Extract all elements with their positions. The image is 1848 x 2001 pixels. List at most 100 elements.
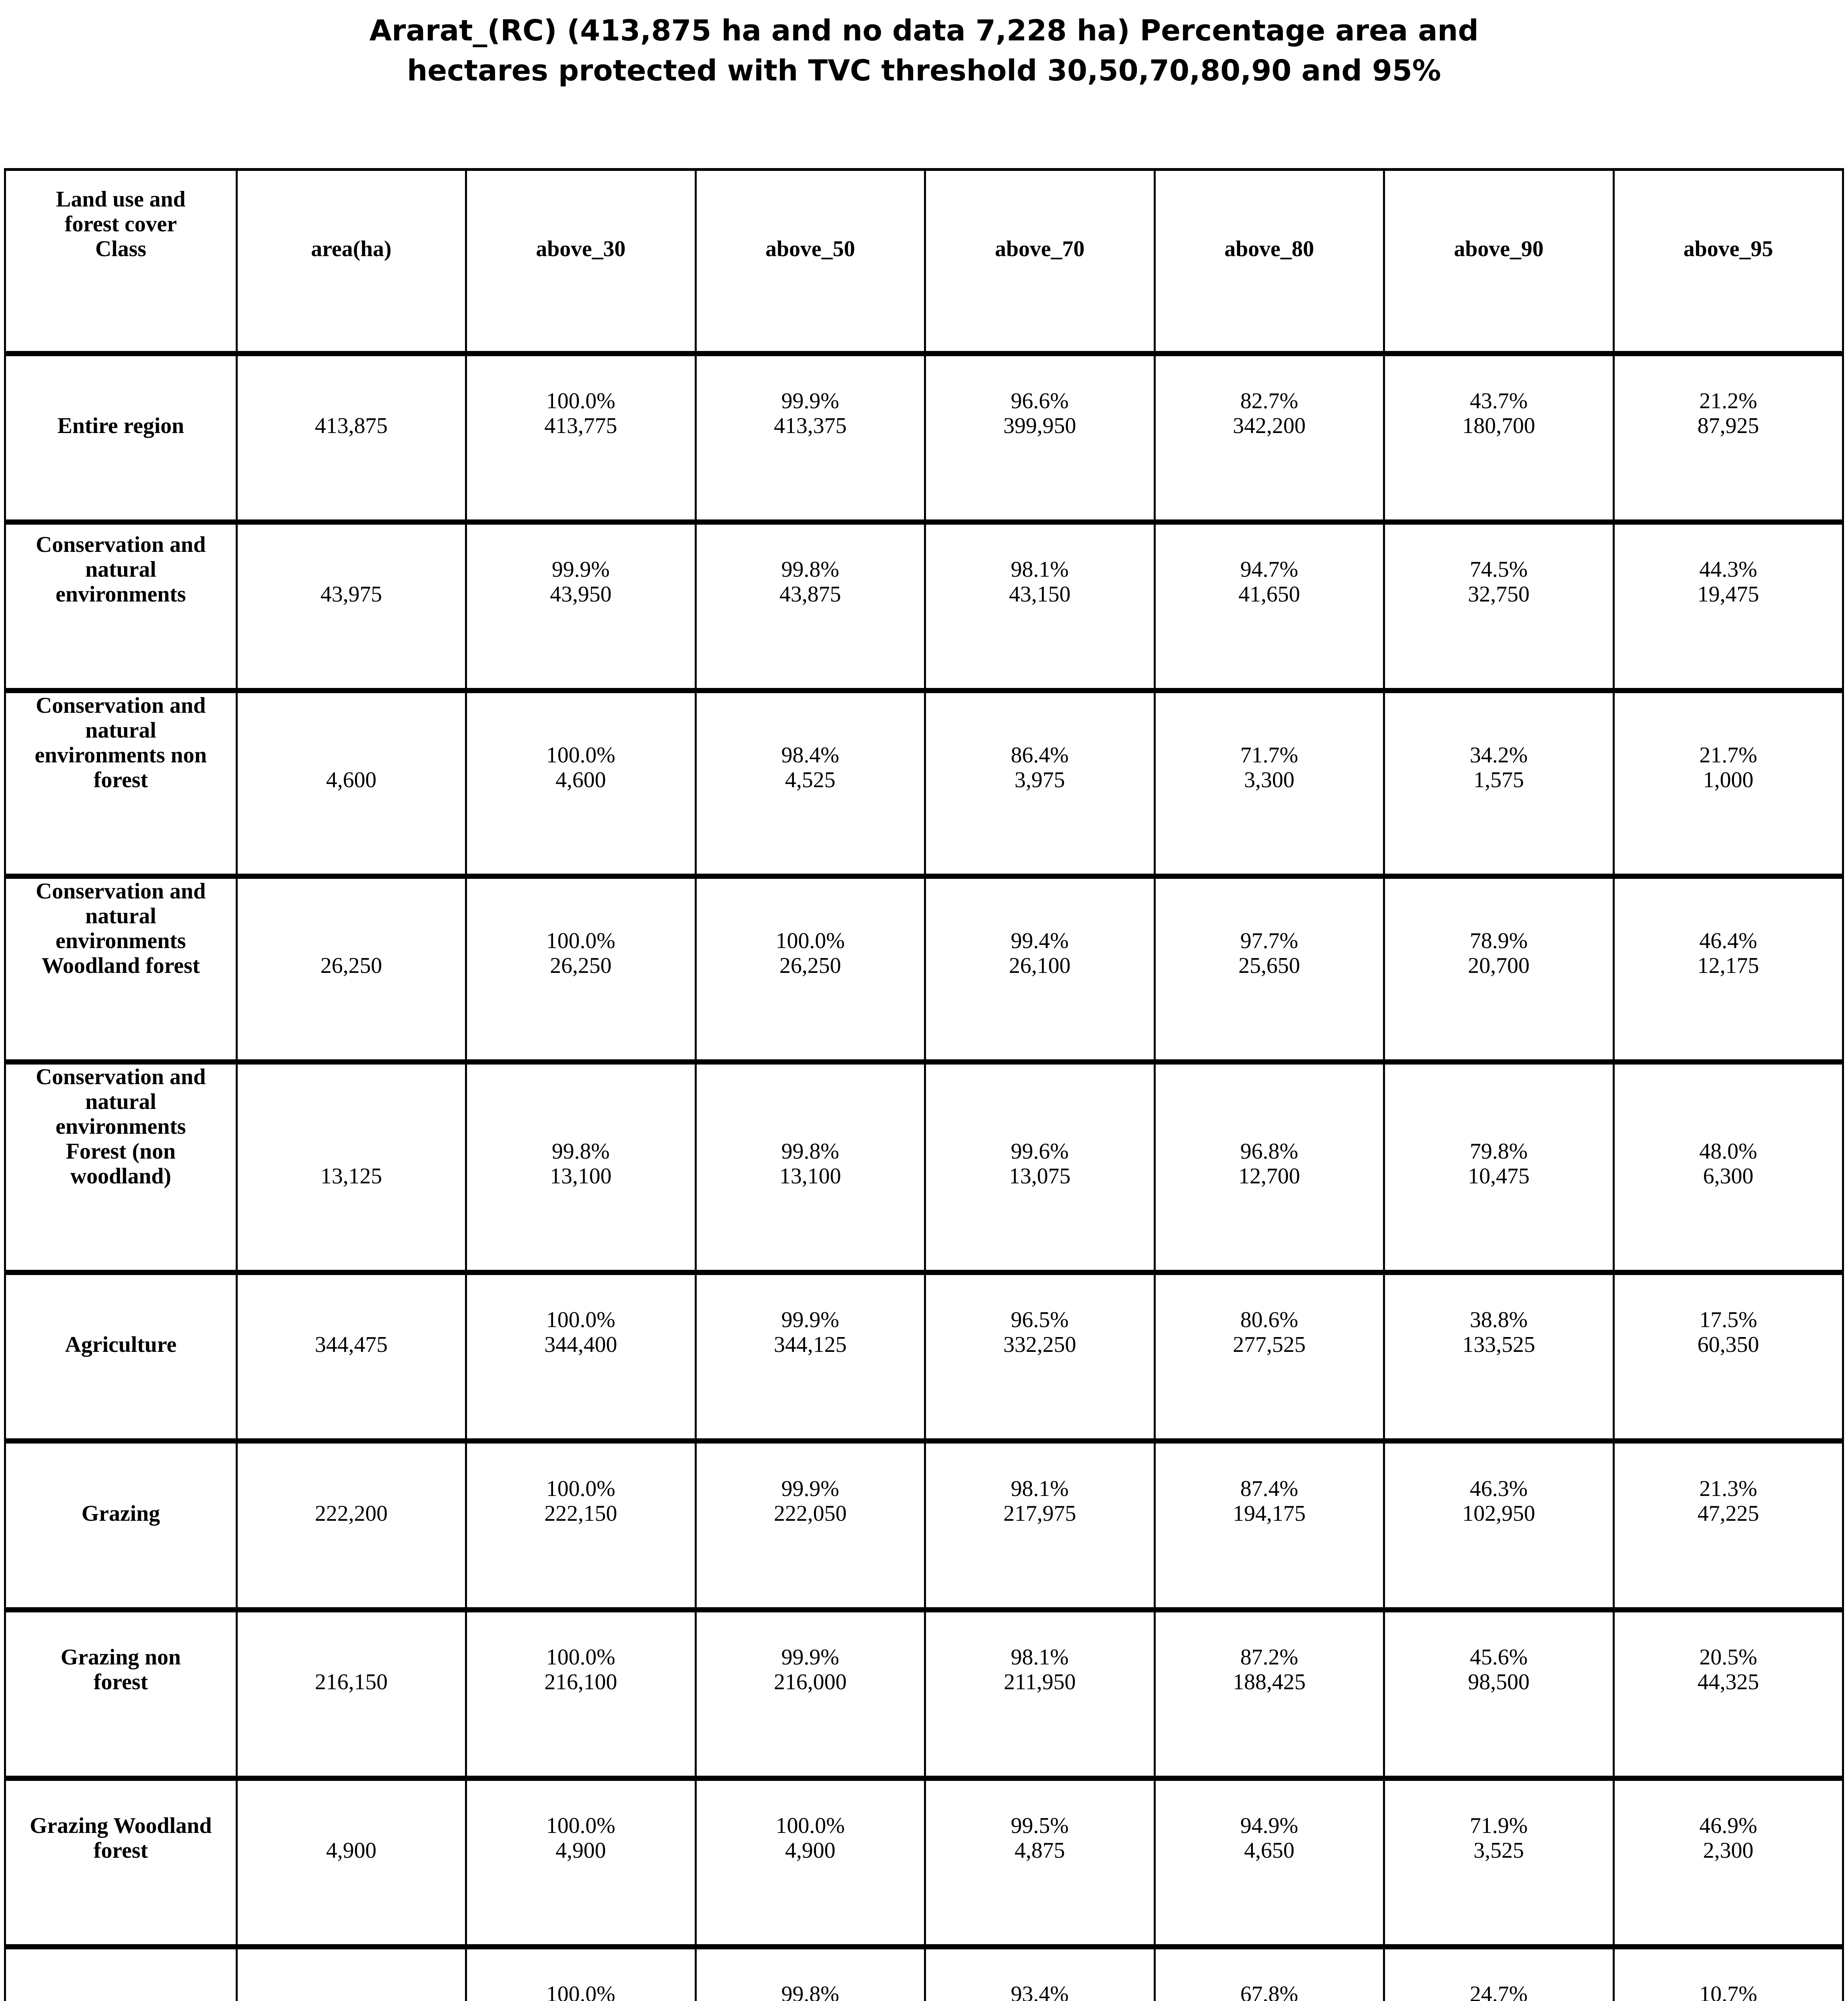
hectares-value: 133,525 (1462, 1332, 1535, 1357)
row-label-line-0: Conservation and (36, 693, 206, 718)
hectares-value: 32,750 (1468, 582, 1530, 607)
percent-value: 43.7% (1469, 389, 1528, 414)
header-label: above_80 (1224, 237, 1314, 261)
data-cell: 86.4% 3,975 (924, 688, 1154, 874)
percent-value: 96.5% (1010, 1307, 1069, 1333)
percent-value: 98.1% (1010, 557, 1069, 582)
percent-value: 100.0% (546, 743, 615, 768)
data-cell: 98.4% 4,525 (694, 688, 924, 874)
percent-value: 87.2% (1240, 1644, 1299, 1670)
percent-value: 99.9% (781, 1307, 840, 1333)
percent-value: 100.0% (546, 389, 615, 414)
header-cell-above_95: above_95 (1612, 171, 1842, 351)
data-cell: 43.7% 180,700 (1383, 351, 1613, 520)
data-cell: 100.0% 413,775 (465, 351, 695, 520)
data-cell: 99.8%120,750 (694, 1944, 924, 2001)
header-class-line-1: forest cover (64, 212, 177, 237)
percent-value: 94.7% (1240, 557, 1299, 582)
data-cell: 99.6% 13,075 (924, 1059, 1154, 1270)
percent-value: 24.7% (1469, 1981, 1528, 2001)
percent-value: 98.4% (781, 743, 840, 768)
data-cell: 100.0% 216,100 (465, 1607, 695, 1776)
header-label: above_90 (1454, 237, 1544, 261)
row-label-cell: Conservation and natural environments Woodl… (6, 874, 236, 1059)
data-cell: 21.2% 87,925 (1612, 351, 1842, 520)
hectares-value: 4,900 (785, 1838, 836, 1863)
hectares-value: 216,000 (774, 1669, 847, 1694)
percent-value: 46.4% (1699, 928, 1758, 954)
row-label-line-0: Grazing non (60, 1644, 181, 1670)
area-value: 216,150 (315, 1669, 388, 1694)
data-cell: 34.2% 1,575 (1383, 688, 1613, 874)
row-label-line-1: natural (85, 1089, 156, 1115)
row-label-line-3: Forest (non (66, 1139, 176, 1164)
hectares-value: 222,150 (544, 1501, 617, 1526)
data-cell: 100.0%120,925 (465, 1944, 695, 2001)
percent-value: 100.0% (546, 1644, 615, 1670)
hectares-value: 413,375 (774, 413, 847, 439)
data-cell: 93.4%112,950 (924, 1944, 1154, 2001)
percent-value: 79.8% (1469, 1139, 1528, 1164)
area-cell: 43,975 (235, 519, 465, 688)
data-cell: 46.9% 2,300 (1612, 1775, 1842, 1944)
data-cell: 100.0% 4,900 (465, 1775, 695, 1944)
row-label-line-1: natural (85, 557, 156, 582)
hectares-value: 188,425 (1233, 1669, 1306, 1694)
header-cell-area(ha): area(ha) (235, 171, 465, 351)
hectares-value: 13,100 (779, 1164, 841, 1189)
hectares-value: 26,250 (550, 953, 612, 978)
hectares-value: 13,100 (550, 1164, 612, 1189)
data-cell: 21.3% 47,225 (1612, 1438, 1842, 1607)
data-cell: 87.4% 194,175 (1153, 1438, 1383, 1607)
hectares-value: 25,650 (1238, 953, 1300, 978)
row-label-line-2: environments (55, 582, 186, 607)
row-label-line-1: natural (85, 718, 156, 743)
hectares-value: 217,975 (1003, 1501, 1076, 1526)
percent-value: 99.9% (781, 1644, 840, 1670)
hectares-value: 194,175 (1233, 1501, 1306, 1526)
hectares-value: 43,950 (550, 582, 612, 607)
area-cell: 120,950 (235, 1944, 465, 2001)
data-cell: 100.0% 4,900 (694, 1775, 924, 1944)
hectares-value: 47,225 (1697, 1501, 1759, 1526)
row-label-line-0: Conservation and (36, 1065, 206, 1090)
percent-value: 98.1% (1010, 1476, 1069, 1501)
data-cell: 71.7% 3,300 (1153, 688, 1383, 874)
hectares-value: 12,700 (1238, 1164, 1300, 1189)
data-cell: 94.7% 41,650 (1153, 519, 1383, 688)
data-cell: 99.9% 216,000 (694, 1607, 924, 1776)
hectares-value: 19,475 (1697, 582, 1759, 607)
area-cell: 4,900 (235, 1775, 465, 1944)
percent-value: 71.9% (1469, 1813, 1528, 1838)
percent-value: 20.5% (1699, 1644, 1758, 1670)
data-cell: 100.0% 4,600 (465, 688, 695, 874)
data-cell: 99.8% 13,100 (465, 1059, 695, 1270)
row-label-cell: Cropping (6, 1944, 236, 2001)
percent-value: 48.0% (1699, 1139, 1758, 1164)
hectares-value: 332,250 (1003, 1332, 1076, 1357)
data-cell: 97.7% 25,650 (1153, 874, 1383, 1060)
percent-value: 17.5% (1699, 1307, 1758, 1333)
page-title-line2: hectares protected with TVC threshold 30… (407, 54, 1441, 87)
percent-value: 99.6% (1010, 1139, 1069, 1164)
percent-value: 46.9% (1699, 1813, 1758, 1838)
hectares-value: 98,500 (1468, 1669, 1530, 1694)
percent-value: 99.8% (781, 1139, 840, 1164)
percent-value: 98.1% (1010, 1644, 1069, 1670)
data-cell: 10.7%12,900 (1612, 1944, 1842, 2001)
percent-value: 21.2% (1699, 389, 1758, 414)
area-cell: 13,125 (235, 1059, 465, 1270)
header-class-line-0: Land use and (56, 187, 186, 212)
data-cell: 87.2% 188,425 (1153, 1607, 1383, 1776)
data-cell: 80.6% 277,525 (1153, 1270, 1383, 1439)
hectares-value: 2,300 (1703, 1838, 1754, 1863)
hectares-value: 43,875 (779, 582, 841, 607)
header-class-line-2: Class (95, 237, 146, 261)
row-label-line-0: Conservation and (36, 879, 206, 904)
row-label-cell: Grazing Woodland forest (6, 1775, 236, 1944)
hectares-value: 12,175 (1697, 953, 1759, 978)
percent-value: 71.7% (1240, 743, 1299, 768)
row-label-line-0: Entire region (57, 413, 184, 439)
percent-value: 99.9% (551, 557, 610, 582)
data-cell: 99.8% 43,875 (694, 519, 924, 688)
